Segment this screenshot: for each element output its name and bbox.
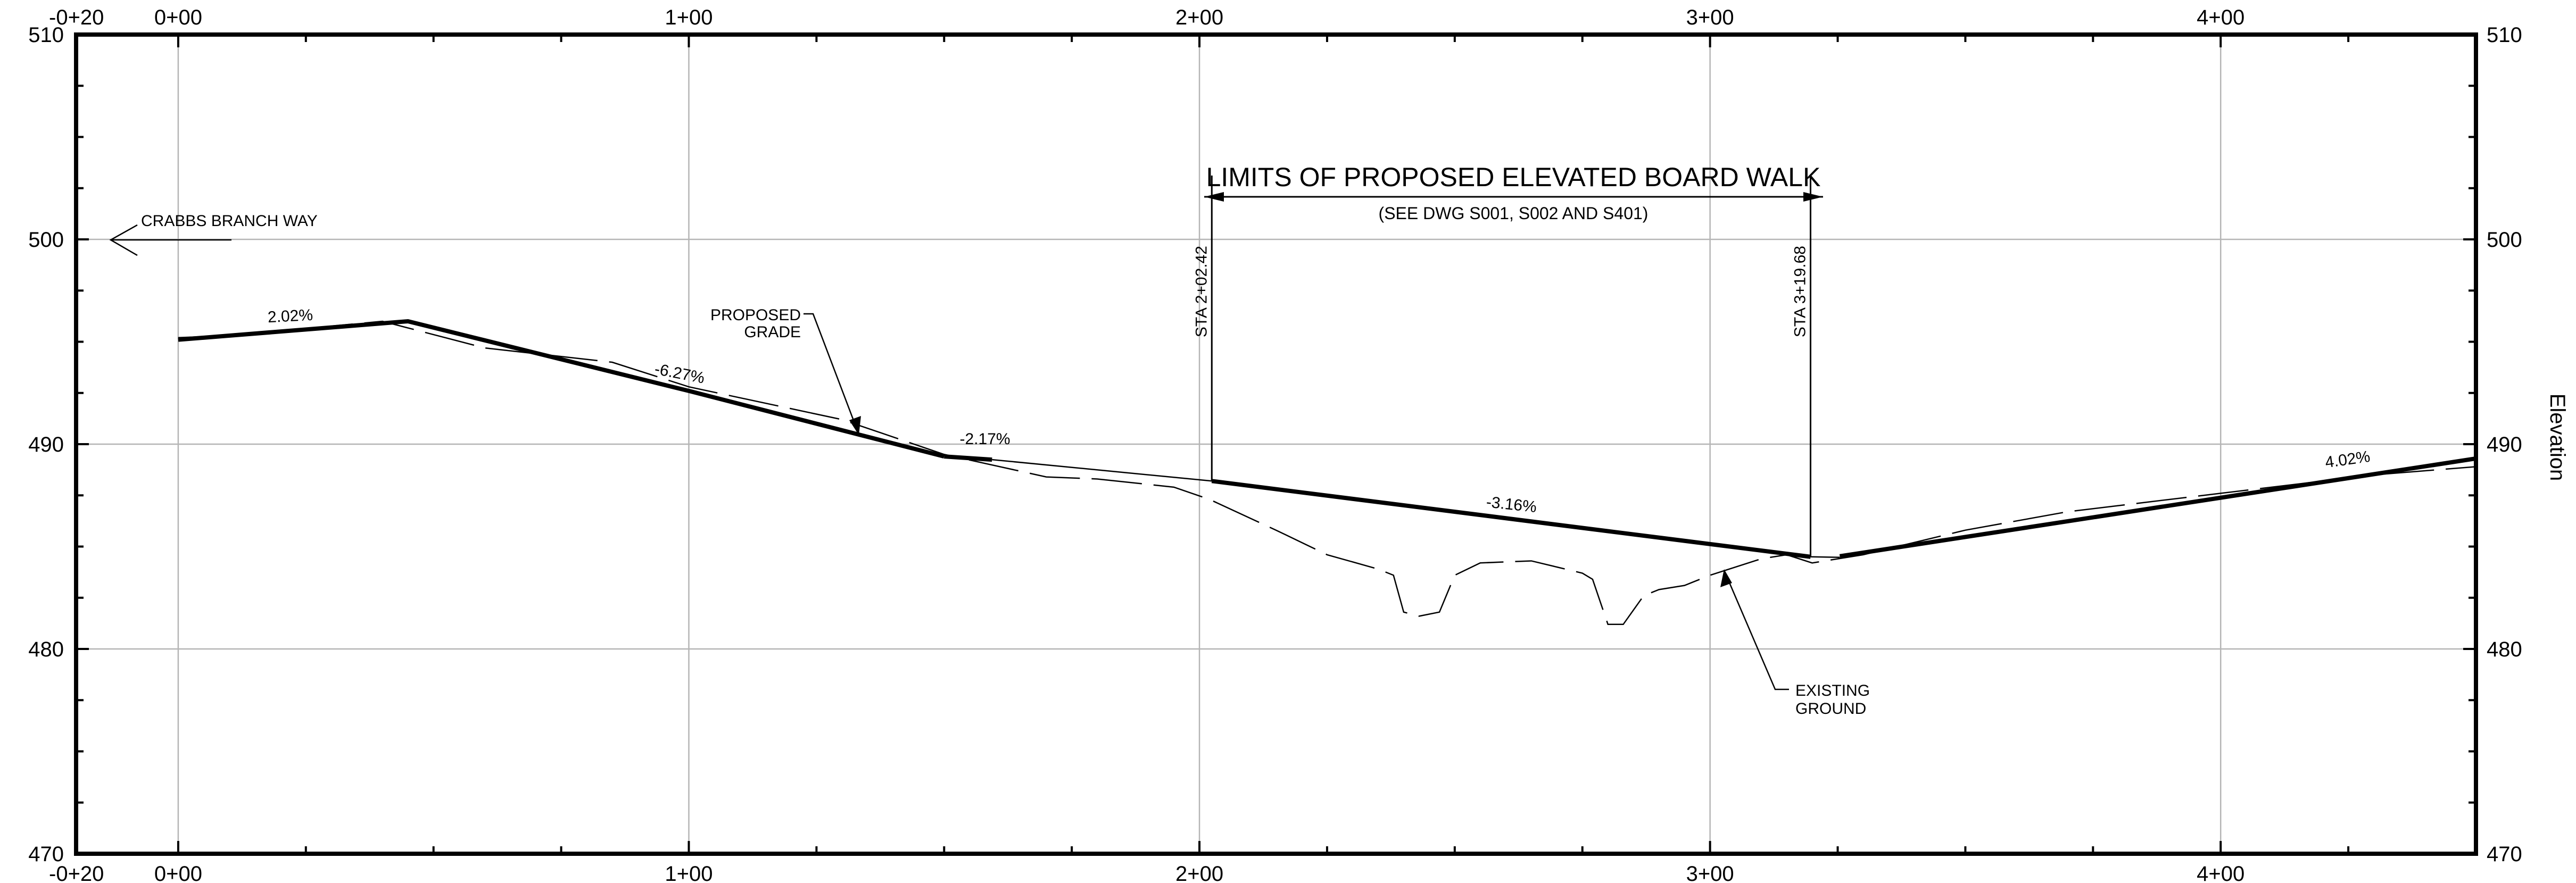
crabbs-branch-way-label: CRABBS BRANCH WAY [141, 212, 318, 230]
existing-ground-label-line1: EXISTING [1795, 682, 1870, 699]
x-tick-label-top: 0+00 [154, 6, 202, 29]
proposed-grade-line [944, 454, 992, 462]
proposed-grade-line [992, 459, 1212, 482]
existing-ground-line [178, 320, 2476, 626]
proposed-grade-label-line1: PROPOSED [710, 306, 801, 324]
y-tick-label-left: 500 [28, 228, 64, 252]
y-tick-label-left: 470 [28, 843, 64, 866]
slope-label: -3.16% [1485, 493, 1537, 516]
x-tick-label-top: 1+00 [665, 6, 713, 29]
x-tick-label-bottom: 2+00 [1175, 862, 1223, 883]
y-tick-label-right: 490 [2487, 433, 2522, 456]
crabbs-branch-way-callout: CRABBS BRANCH WAY [109, 212, 318, 256]
proposed-grade-arrowhead [849, 416, 861, 435]
y-tick-label-right: 510 [2487, 23, 2522, 47]
x-tick-label-top: 3+00 [1686, 6, 1734, 29]
x-tick-label-top: 2+00 [1175, 6, 1223, 29]
existing-ground-label-line2: GROUND [1795, 700, 1866, 718]
existing-ground-callout: EXISTING GROUND [1720, 569, 1870, 718]
boardwalk-dimension: LIMITS OF PROPOSED ELEVATED BOARD WALK (… [1204, 162, 1823, 223]
dimension-arrowhead-left [1204, 192, 1224, 202]
dimension-arrowhead-right [1803, 192, 1823, 202]
boardwalk-title: LIMITS OF PROPOSED ELEVATED BOARD WALK [1206, 162, 1821, 192]
slope-label: -2.17% [960, 430, 1010, 448]
y-axis-label: Elevation [2546, 394, 2569, 481]
slope-label: 2.02% [267, 306, 313, 326]
y-tick-label-left: 480 [28, 638, 64, 661]
boardwalk-reference: (SEE DWG S001, S002 AND S401) [1379, 204, 1649, 223]
x-tick-label-bottom: 3+00 [1686, 862, 1734, 883]
station-label: STA 2+02.42 [1192, 246, 1210, 337]
plot-frame [74, 32, 2478, 856]
proposed-grade-line [1211, 479, 1811, 559]
proposed-grade-line [1839, 456, 2476, 559]
y-tick-labels-left: 470 480 490 500 510 [28, 23, 64, 866]
x-tick-label-top: 4+00 [2197, 6, 2244, 29]
x-tick-label-bottom: -0+20 [49, 862, 104, 883]
existing-ground-arrowhead [1720, 569, 1732, 587]
x-tick-labels-top: -0+20 0+00 1+00 2+00 3+00 4+00 [49, 6, 2244, 29]
y-tick-label-left: 510 [28, 23, 64, 47]
existing-ground-leader [1725, 573, 1789, 690]
x-tick-label-bottom: 4+00 [2197, 862, 2244, 883]
proposed-grade-leader [804, 313, 858, 429]
y-tick-label-left: 490 [28, 433, 64, 456]
station-label: STA 3+19.68 [1791, 246, 1809, 337]
profile-lines [178, 319, 2476, 626]
station-markers: STA 2+02.42 STA 3+19.68 [1192, 176, 1811, 557]
x-tick-label-bottom: 0+00 [154, 862, 202, 883]
x-tick-labels-bottom: -0+20 0+00 1+00 2+00 3+00 4+00 [49, 862, 2244, 883]
direction-arrow-head [109, 224, 138, 256]
y-tick-labels-right: 470 480 490 500 510 [2487, 23, 2522, 866]
gridlines [76, 35, 2476, 854]
slope-labels: 2.02%-6.27%-2.17%-3.16%4.02% [267, 306, 2371, 516]
x-tick-label-bottom: 1+00 [665, 862, 713, 883]
proposed-grade-line [178, 319, 945, 459]
slope-label: 4.02% [2324, 448, 2371, 472]
proposed-grade-label-line2: GRADE [744, 323, 801, 341]
proposed-grade-callout: PROPOSED GRADE [710, 306, 861, 435]
y-tick-label-right: 470 [2487, 843, 2522, 866]
y-tick-label-right: 480 [2487, 638, 2522, 661]
x-tick-label-top: -0+20 [49, 6, 104, 29]
y-tick-label-right: 500 [2487, 228, 2522, 252]
